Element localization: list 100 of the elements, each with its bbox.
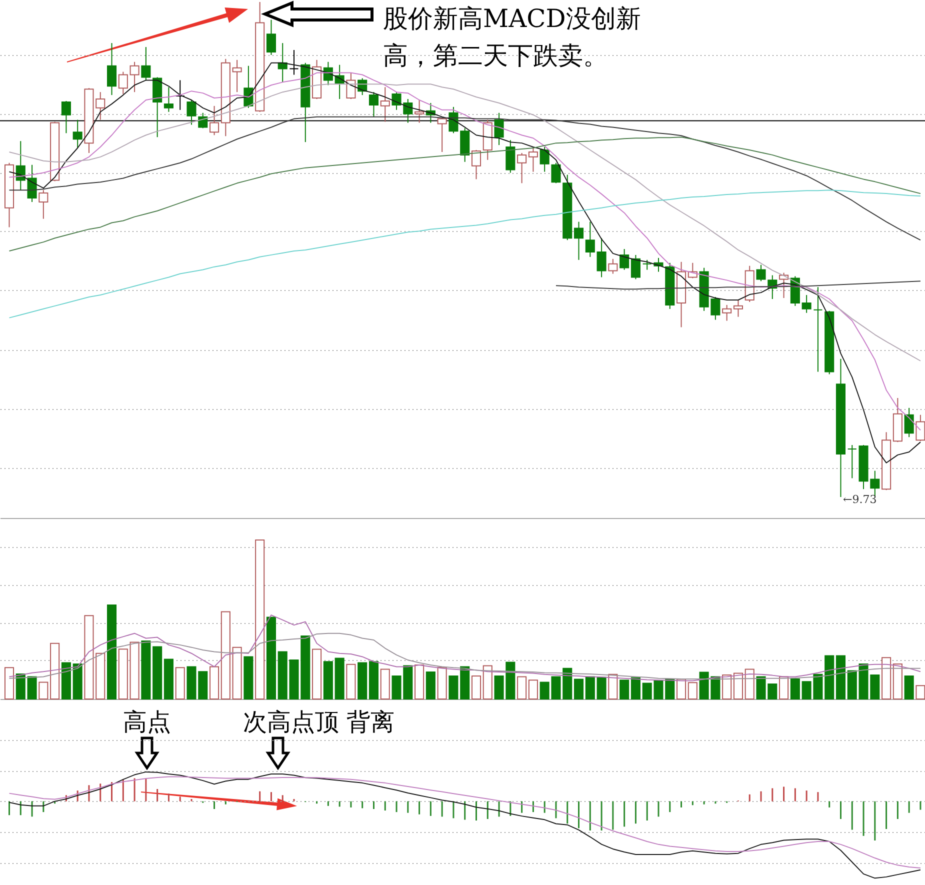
bar — [630, 677, 640, 700]
candlestick — [540, 146, 550, 172]
candlestick — [210, 105, 220, 136]
candlestick — [904, 407, 914, 438]
candlestick — [175, 80, 185, 110]
bar — [106, 604, 117, 700]
bar — [608, 674, 618, 700]
bar — [50, 642, 60, 700]
candlestick — [289, 50, 299, 76]
candlestick — [517, 152, 527, 184]
candlestick — [596, 238, 606, 278]
candlestick — [27, 164, 37, 202]
bar — [482, 665, 492, 700]
bar — [574, 678, 584, 700]
bar — [61, 662, 71, 700]
bar — [448, 675, 458, 700]
bar — [27, 676, 37, 700]
candlestick — [528, 148, 538, 172]
candlestick — [186, 99, 196, 126]
candlestick — [380, 86, 390, 122]
candlestick — [551, 162, 561, 184]
bar — [334, 658, 344, 700]
candlestick — [61, 100, 71, 134]
bar — [676, 678, 686, 700]
bar — [16, 674, 26, 700]
bar — [517, 676, 527, 700]
bar — [733, 672, 743, 700]
bar — [152, 646, 162, 700]
bar — [824, 655, 834, 700]
candlestick — [506, 140, 516, 174]
candlestick — [118, 71, 128, 95]
bar — [620, 680, 630, 700]
candlestick — [722, 304, 732, 322]
candlestick — [642, 259, 652, 270]
candlestick — [38, 190, 48, 220]
bar — [585, 676, 595, 700]
candlestick — [585, 221, 595, 258]
bar — [836, 655, 846, 700]
candlestick — [813, 286, 823, 372]
bar — [358, 662, 368, 700]
bar — [175, 667, 185, 700]
bar — [460, 666, 470, 700]
bar — [118, 648, 128, 700]
annotation: ←9.73 — [843, 493, 877, 507]
bar — [471, 675, 482, 700]
candlestick — [141, 46, 151, 81]
candlestick — [152, 76, 162, 138]
candlestick — [460, 128, 470, 162]
candlestick — [368, 92, 379, 118]
bar — [244, 656, 254, 700]
candlestick — [630, 254, 640, 280]
bar — [220, 611, 230, 700]
candlestick — [232, 59, 242, 93]
bar — [346, 664, 356, 700]
bar — [744, 668, 754, 700]
candlestick — [847, 444, 857, 479]
bar — [414, 664, 424, 700]
bar — [164, 658, 174, 700]
bar — [688, 682, 698, 700]
candlestick — [437, 117, 447, 152]
candlestick — [130, 61, 140, 93]
bar — [210, 666, 220, 700]
bar — [38, 682, 48, 700]
bar — [266, 616, 276, 700]
bar — [323, 661, 333, 700]
candlestick — [620, 248, 630, 270]
bar — [72, 664, 82, 700]
text: 高点 — [123, 707, 171, 737]
bar — [882, 657, 892, 700]
bar — [141, 640, 151, 700]
bar — [380, 668, 390, 700]
bar — [596, 676, 606, 700]
bar — [312, 648, 322, 700]
bar — [232, 646, 242, 700]
bar — [892, 664, 902, 700]
bar — [722, 674, 732, 700]
candlestick — [574, 221, 584, 260]
candlestick — [802, 294, 812, 314]
bar — [779, 676, 789, 700]
candlestick — [164, 86, 174, 112]
annotation: 股价新高MACD没创新高，第二天下跌卖。 — [383, 3, 642, 72]
candlestick — [414, 99, 424, 124]
candlestick — [756, 264, 766, 282]
bar — [790, 678, 800, 700]
candlestick — [346, 72, 356, 100]
text: 次高点顶 背离 — [243, 707, 395, 737]
bar — [255, 540, 265, 700]
bar — [426, 671, 436, 700]
bar — [528, 680, 538, 700]
candlestick — [733, 299, 743, 318]
candlestick — [72, 119, 82, 149]
candlestick — [608, 258, 618, 274]
bar — [130, 642, 140, 700]
bar — [4, 667, 14, 700]
candlestick — [494, 112, 504, 146]
bar — [368, 661, 379, 700]
bar — [437, 666, 447, 700]
candlestick — [266, 19, 276, 56]
bar — [904, 675, 914, 700]
candlestick — [106, 42, 117, 96]
